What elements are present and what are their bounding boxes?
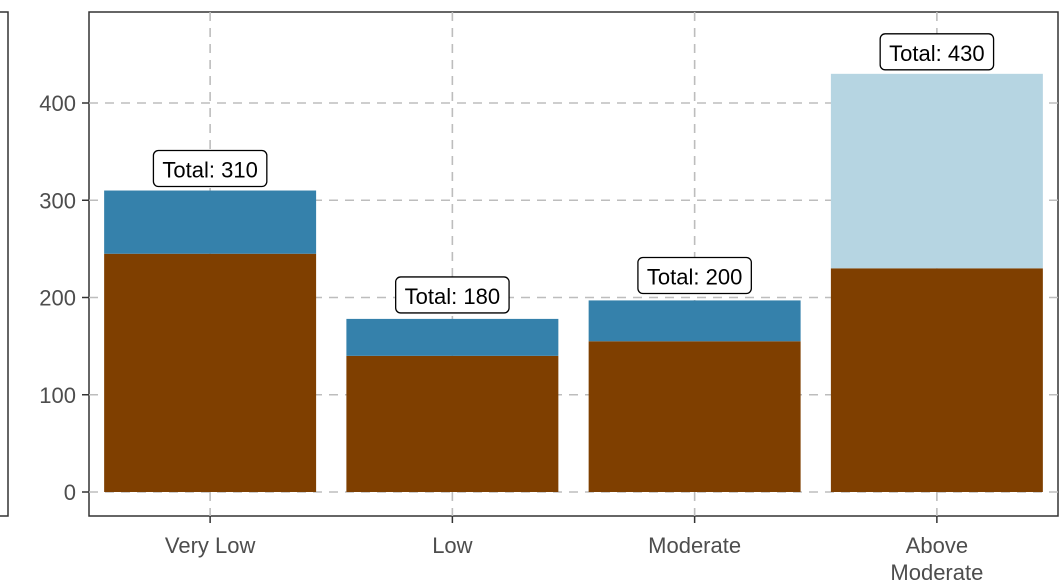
x-tick-label: Low bbox=[432, 533, 472, 558]
bar-segment bbox=[104, 253, 317, 492]
bar-segment bbox=[830, 268, 1043, 492]
bar-segment bbox=[346, 318, 559, 356]
y-tick-label: 300 bbox=[39, 188, 76, 213]
total-label-group: Total: 180 bbox=[395, 276, 510, 314]
bar-segment bbox=[346, 355, 559, 492]
total-label-group: Total: 430 bbox=[879, 33, 995, 71]
total-label: Total: 200 bbox=[647, 265, 742, 290]
bar-segment bbox=[588, 300, 801, 342]
total-label-box bbox=[879, 33, 995, 71]
total-label-box bbox=[152, 149, 268, 188]
total-label-group: Total: 310 bbox=[152, 149, 268, 188]
bar-segment bbox=[104, 190, 317, 254]
bar-segment bbox=[588, 341, 801, 492]
total-label: Total: 180 bbox=[405, 284, 500, 309]
total-label-box bbox=[637, 256, 752, 295]
x-tick-label: Moderate bbox=[648, 533, 741, 558]
x-tick-label: Very Low bbox=[165, 533, 256, 558]
bars bbox=[104, 73, 1043, 492]
y-tick-label: 200 bbox=[39, 286, 76, 311]
total-label: Total: 430 bbox=[889, 41, 984, 66]
total-label-box bbox=[395, 276, 510, 314]
left-panel-fragment bbox=[0, 11, 9, 517]
x-tick-label: Moderate bbox=[890, 560, 983, 585]
bar-segment bbox=[830, 73, 1043, 269]
y-tick-label: 0 bbox=[64, 480, 76, 505]
total-label: Total: 310 bbox=[162, 158, 257, 183]
total-labels: Total: 310 Total: 180 Total: 200 Total: 430 bbox=[152, 33, 995, 314]
total-label-group: Total: 200 bbox=[637, 256, 752, 295]
y-tick-label: 400 bbox=[39, 91, 76, 116]
y-tick-label: 100 bbox=[39, 383, 76, 408]
x-tick-label: Above bbox=[906, 533, 968, 558]
